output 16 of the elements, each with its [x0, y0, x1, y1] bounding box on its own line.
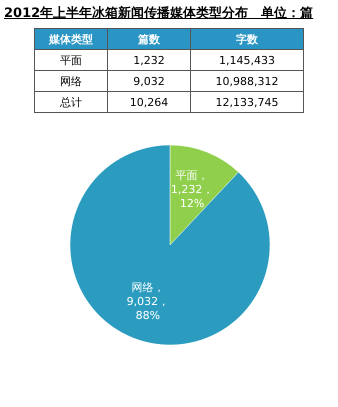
text: 1,232 [108, 50, 190, 70]
slice-label: 平面， 1,232， 12% [170, 169, 214, 210]
text: 2012年上半年冰箱新闻传播媒体类型分布 单位：篇 [4, 4, 314, 22]
text: 媒体类型 [34, 28, 108, 50]
text: 平面 [34, 50, 108, 70]
text: 篇数 [108, 28, 190, 50]
text: 12,133,745 [190, 92, 304, 112]
text: 10,988,312 [190, 70, 304, 92]
pie-slice [70, 144, 270, 346]
text: 9,032 [108, 70, 190, 92]
text: 10,264 [108, 92, 190, 112]
text: 1,145,433 [190, 50, 304, 70]
text: 总计 [34, 92, 108, 112]
slice-label: 网络， 9,032， 88% [126, 280, 170, 322]
text: 网络 [34, 70, 108, 92]
text: 字数 [190, 28, 304, 50]
